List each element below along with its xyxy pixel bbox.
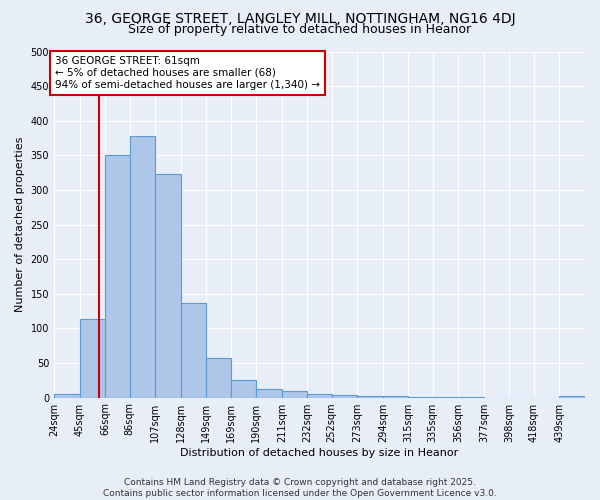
- Bar: [433, 397, 458, 398]
- Bar: [105, 156, 130, 398]
- Bar: [307, 394, 332, 398]
- X-axis label: Distribution of detached houses by size in Heanor: Distribution of detached houses by size …: [181, 448, 458, 458]
- Bar: [282, 392, 307, 398]
- Text: 36, GEORGE STREET, LANGLEY MILL, NOTTINGHAM, NG16 4DJ: 36, GEORGE STREET, LANGLEY MILL, NOTTING…: [85, 12, 515, 26]
- Text: Contains HM Land Registry data © Crown copyright and database right 2025.
Contai: Contains HM Land Registry data © Crown c…: [103, 478, 497, 498]
- Bar: [181, 303, 206, 398]
- Bar: [130, 136, 155, 398]
- Bar: [54, 394, 80, 398]
- Bar: [155, 174, 181, 398]
- Text: 36 GEORGE STREET: 61sqm
← 5% of detached houses are smaller (68)
94% of semi-det: 36 GEORGE STREET: 61sqm ← 5% of detached…: [55, 56, 320, 90]
- Bar: [383, 396, 409, 398]
- Text: Size of property relative to detached houses in Heanor: Size of property relative to detached ho…: [128, 22, 472, 36]
- Bar: [357, 396, 383, 398]
- Bar: [559, 396, 585, 398]
- Y-axis label: Number of detached properties: Number of detached properties: [15, 137, 25, 312]
- Bar: [206, 358, 230, 398]
- Bar: [80, 320, 105, 398]
- Bar: [409, 397, 433, 398]
- Bar: [332, 395, 357, 398]
- Bar: [230, 380, 256, 398]
- Bar: [256, 388, 282, 398]
- Bar: [458, 397, 484, 398]
